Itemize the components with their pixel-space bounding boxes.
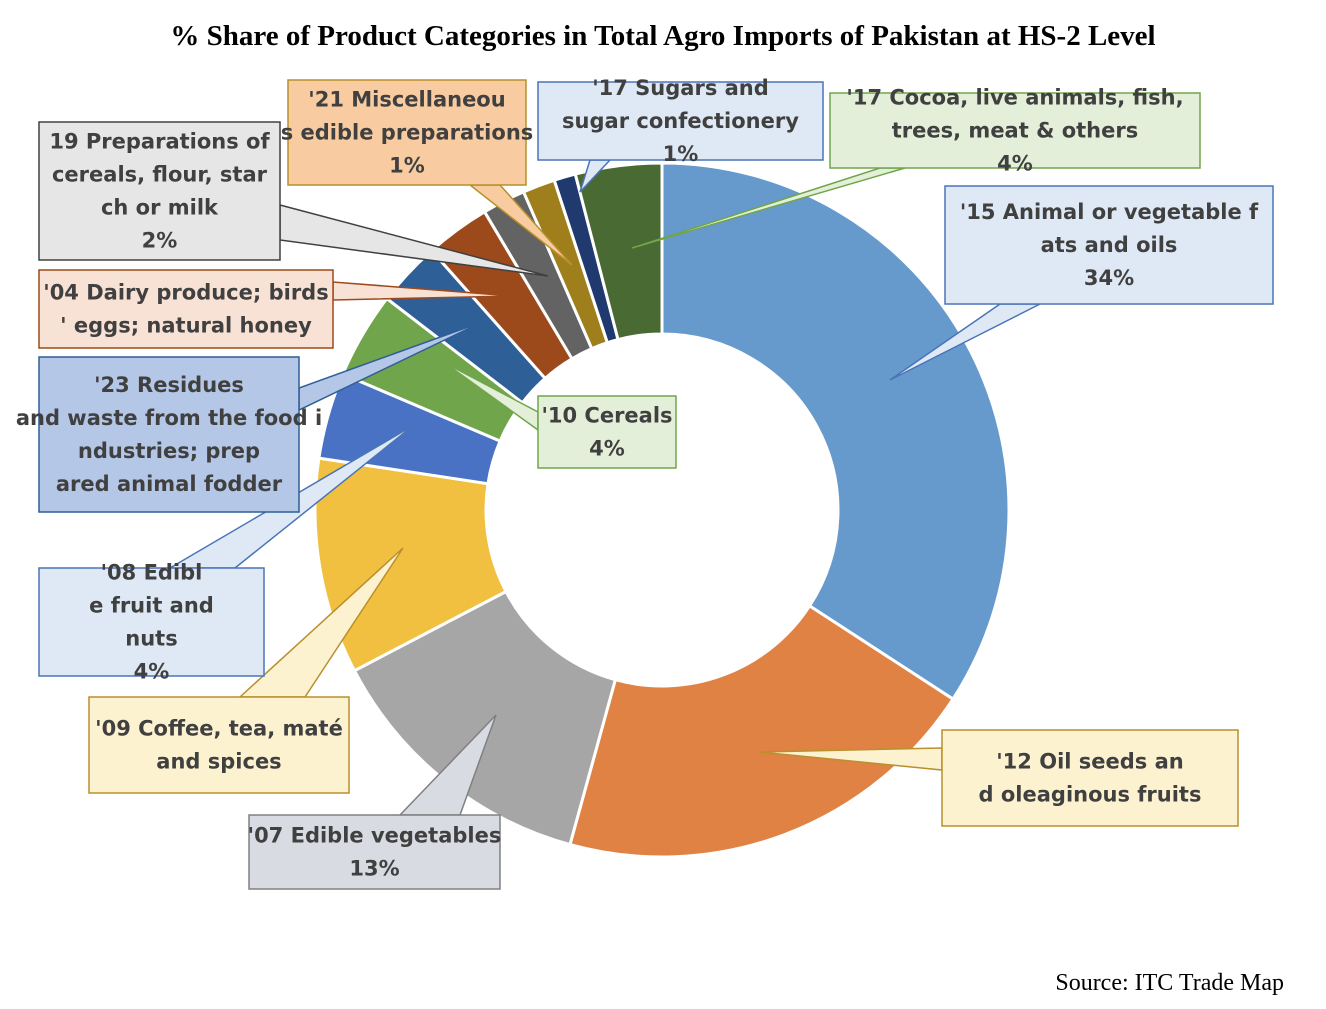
callout-box (88, 696, 350, 794)
callout-box (829, 92, 1201, 169)
callout-box (38, 269, 334, 349)
callout-text: 19 Preparations of (49, 130, 270, 154)
callout-text: '17 Sugars and (592, 76, 769, 100)
callout-text: ndustries; prep (78, 439, 260, 463)
callout-label: '17 Sugars and sugar confectionery 1% (537, 76, 824, 166)
donut-slice (352, 589, 618, 847)
callout-text: '09 Coffee, tea, maté (95, 717, 343, 741)
callout-value: 2% (142, 229, 178, 253)
callout-value: 4% (134, 660, 170, 684)
callout-label: '21 Miscellaneou s edible preparations 1% (281, 79, 534, 186)
callout-value: 4% (589, 437, 625, 461)
chart-title: % Share of Product Categories in Total A… (170, 20, 1155, 52)
callout-text: '15 Animal or vegetable f (960, 200, 1259, 224)
donut-slice (568, 603, 956, 859)
callout-text: '07 Edible vegetables (248, 824, 502, 848)
callout-box (287, 79, 527, 186)
callout-value: 34% (1084, 266, 1134, 290)
callout-text: and spices (156, 750, 281, 774)
callout-text: trees, meat & others (892, 119, 1138, 143)
callout-box (537, 395, 677, 469)
callout-text: s edible preparations (281, 121, 534, 145)
callout-text: ats and oils (1041, 233, 1178, 257)
chart-source: Source: ITC Trade Map (1055, 970, 1284, 996)
callout-text: d oleaginous fruits (979, 783, 1202, 807)
callout-text: '04 Dairy produce; birds (43, 281, 328, 305)
callout-box (38, 121, 281, 261)
callout-text: '23 Residues (94, 373, 244, 397)
callouts-layer: '15 Animal or vegetable f ats and oils 34%… (16, 76, 1274, 890)
callout-text: ' eggs; natural honey (60, 314, 312, 338)
callout-box (941, 729, 1239, 827)
callout-label: '10 Cereals 4% (537, 395, 677, 469)
callout-text: sugar confectionery (562, 109, 799, 133)
callout-text: '17 Cocoa, live animals, fish, (846, 86, 1183, 110)
callout-box (248, 814, 501, 890)
callout-label: '08 Edibl e fruit and nuts 4% (38, 561, 265, 684)
callout-text: e fruit and (89, 594, 214, 618)
callout-box (38, 567, 265, 677)
callout-label: '17 Cocoa, live animals, fish, trees, mea… (829, 86, 1201, 176)
callout-text: '08 Edibl (101, 561, 203, 585)
donut-slice (660, 161, 1011, 702)
callout-label: '23 Residues and waste from the food i ndu… (16, 356, 322, 513)
callout-text: cereals, flour, star (52, 163, 268, 187)
callout-text: ch or milk (101, 196, 219, 220)
callout-value: 1% (389, 154, 425, 178)
callout-label: '12 Oil seeds an d oleaginous fruits (941, 729, 1239, 827)
callout-label: '04 Dairy produce; birds ' eggs; natural … (38, 269, 334, 349)
callout-text: '10 Cereals (541, 404, 672, 428)
callout-label: '09 Coffee, tea, maté and spices (88, 696, 350, 794)
callout-text: '21 Miscellaneou (308, 88, 505, 112)
callout-box (537, 81, 824, 161)
callout-label: 19 Preparations of cereals, flour, star ch… (38, 121, 281, 261)
callout-box (38, 356, 300, 513)
leader-lines-layer (167, 159, 1041, 816)
callout-value: 1% (663, 142, 699, 166)
callout-value: 13% (349, 857, 399, 881)
callout-value: 4% (997, 152, 1033, 176)
callout-box (944, 185, 1274, 305)
callout-text: '12 Oil seeds an (996, 750, 1183, 774)
callout-label: '07 Edible vegetables 13% (248, 814, 502, 890)
callout-text: and waste from the food i (16, 406, 322, 430)
callout-text: nuts (125, 627, 177, 651)
callout-text: ared animal fodder (56, 472, 283, 496)
callout-label: '15 Animal or vegetable f ats and oils 34% (944, 185, 1274, 305)
